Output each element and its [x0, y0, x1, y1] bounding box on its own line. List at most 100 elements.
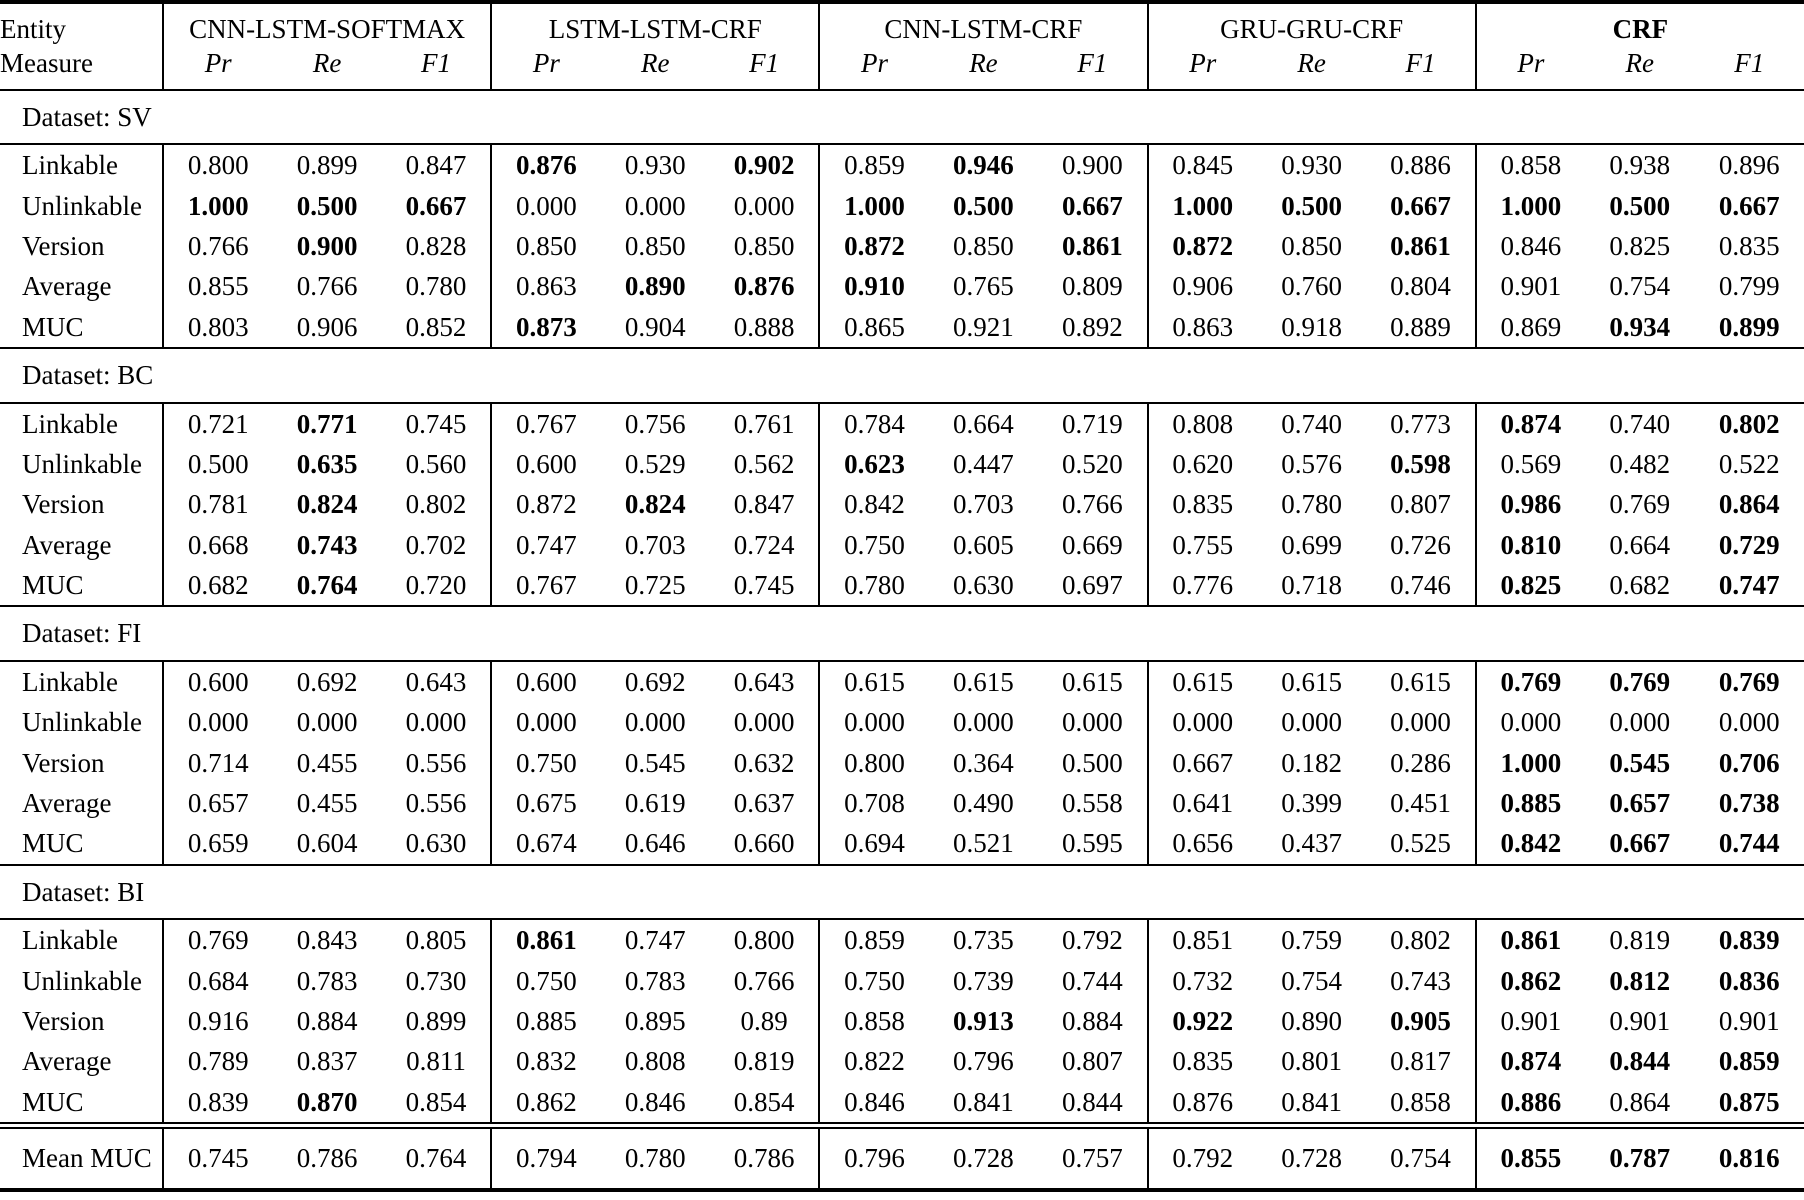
metric-value: 0.399: [1281, 788, 1342, 819]
metric-value: 0.786: [709, 1122, 820, 1192]
metric-value: 0.862: [1474, 960, 1586, 1001]
metric-value: 0.714: [161, 742, 273, 784]
metric-value: 0.765: [953, 271, 1014, 302]
table-row: MUC 0.682 0.764 0.720 0.767 0.725 0.745 0.780 0.…: [0, 565, 1804, 607]
metric-value: 0.667: [1146, 742, 1257, 784]
metric-value: 0.847: [733, 489, 795, 520]
metric-value: 0.986: [1474, 484, 1586, 525]
metric-value: 0.664: [1609, 529, 1671, 560]
metric-value: 0.726: [1390, 529, 1451, 560]
metric-value: 0.682: [161, 565, 273, 607]
metric-value: 0.643: [405, 666, 467, 697]
metric-value: 0.745: [161, 1122, 273, 1192]
table-row: Average 0.789 0.837 0.811 0.832 0.808 0.819 0.8…: [0, 1041, 1804, 1082]
metric-value: 0.780: [818, 565, 929, 607]
metric-value: 0.600: [161, 660, 273, 703]
metric-value: 0.886: [1390, 150, 1451, 181]
metric-value: 0.800: [818, 742, 929, 784]
f1-header: F1: [1038, 46, 1148, 91]
metric-value: 1.000: [1146, 185, 1257, 226]
metric-value: 0.901: [1609, 1005, 1671, 1036]
metric-value: 0.905: [1390, 1005, 1451, 1036]
metric-value: 0.930: [1281, 150, 1342, 181]
metric-value: 0.699: [1281, 529, 1342, 560]
metric-value: 0.800: [161, 144, 273, 186]
metric-value: 0.637: [733, 788, 795, 819]
measure-header: Measure: [0, 46, 163, 91]
metric-value: 0.739: [953, 965, 1014, 996]
metric-value: 0.728: [928, 1122, 1039, 1192]
metric-value: 0.873: [490, 306, 601, 349]
metric-value: 0.605: [953, 529, 1014, 560]
metric-value: 0.500: [1281, 190, 1342, 221]
metric-value: 0.754: [1281, 965, 1342, 996]
metric-value: 0.870: [296, 1086, 358, 1117]
metric-value: 0.706: [1718, 747, 1780, 778]
metric-value: 0.747: [490, 524, 601, 566]
metric-value: 0.819: [733, 1046, 795, 1077]
metric-value: 0.000: [624, 190, 686, 221]
metric-value: 0.846: [818, 1081, 929, 1126]
metric-value: 0.735: [953, 925, 1014, 956]
metric-value: 0.500: [296, 190, 358, 221]
metric-value: 0.747: [624, 925, 686, 956]
entity-row-label: MUC: [22, 1086, 84, 1117]
metric-value: 0.659: [161, 823, 273, 865]
metric-value: 0.000: [953, 707, 1014, 738]
metric-value: 0.780: [600, 1122, 710, 1192]
metric-value: 0.630: [953, 570, 1014, 601]
metric-value: 0.901: [1474, 266, 1586, 307]
metric-value: 0.921: [953, 311, 1014, 342]
metric-value: 0.842: [1474, 823, 1586, 865]
metric-value: 0.619: [624, 788, 686, 819]
dataset-label: Dataset: SV: [0, 88, 1804, 146]
metric-value: 0.885: [490, 1000, 601, 1042]
metric-value: 0.769: [161, 919, 273, 961]
metric-value: 0.769: [1718, 666, 1780, 697]
metric-value: 0.876: [1146, 1081, 1257, 1126]
metric-value: 0.808: [624, 1046, 686, 1077]
metric-value: 0.812: [1609, 965, 1671, 996]
metric-value: 0.750: [490, 960, 601, 1001]
metric-value: 0.869: [1474, 306, 1586, 349]
metric-value: 0.692: [296, 666, 358, 697]
metric-value: 0.895: [624, 1005, 686, 1036]
metric-value: 0.906: [296, 311, 358, 342]
metric-value: 0.769: [1609, 666, 1671, 697]
metric-value: 0.615: [1146, 660, 1257, 703]
metric-value: 0.771: [296, 408, 358, 439]
metric-value: 0.906: [1146, 266, 1257, 307]
metric-value: 0.787: [1585, 1122, 1695, 1192]
metric-value: 0.874: [1474, 1041, 1586, 1082]
metric-value: 0.455: [296, 747, 358, 778]
metric-value: 0.623: [818, 443, 929, 485]
metric-value: 0.761: [733, 408, 795, 439]
metric-value: 0.835: [1146, 1041, 1257, 1082]
f1-header: F1: [1366, 46, 1476, 91]
metric-value: 0.810: [1474, 524, 1586, 566]
metric-value: 0.667: [1061, 190, 1123, 221]
metric-value: 0.863: [1146, 306, 1257, 349]
entity-row-label: Version: [22, 1005, 105, 1036]
metric-value: 0.890: [624, 271, 686, 302]
entity-row-label: Average: [22, 271, 112, 302]
metric-value: 0.816: [1694, 1122, 1804, 1192]
metric-value: 0.743: [1390, 965, 1451, 996]
entity-row-label: Unlinkable: [22, 707, 142, 738]
metric-value: 0.796: [818, 1122, 929, 1192]
metric-value: 0.560: [405, 448, 467, 479]
model-header-cnn-lstm-softmax: CNN-LSTM-SOFTMAX: [161, 0, 492, 47]
metric-value: 0.729: [1718, 529, 1780, 560]
metric-value: 0.732: [1146, 960, 1257, 1001]
metric-value: 0.899: [296, 150, 358, 181]
metric-value: 0.769: [1474, 660, 1586, 703]
metric-value: 0.754: [1366, 1122, 1476, 1192]
metric-value: 1.000: [818, 185, 929, 226]
metric-value: 0.750: [818, 524, 929, 566]
entity-row-label: Version: [22, 489, 105, 520]
metric-value: 0.899: [405, 1005, 467, 1036]
metric-value: 0.89: [740, 1005, 788, 1036]
metric-value: 0.872: [1146, 225, 1257, 267]
table-row: Linkable 0.769 0.843 0.805 0.861 0.747 0.800 0.…: [0, 919, 1804, 961]
metric-value: 0.910: [818, 266, 929, 307]
